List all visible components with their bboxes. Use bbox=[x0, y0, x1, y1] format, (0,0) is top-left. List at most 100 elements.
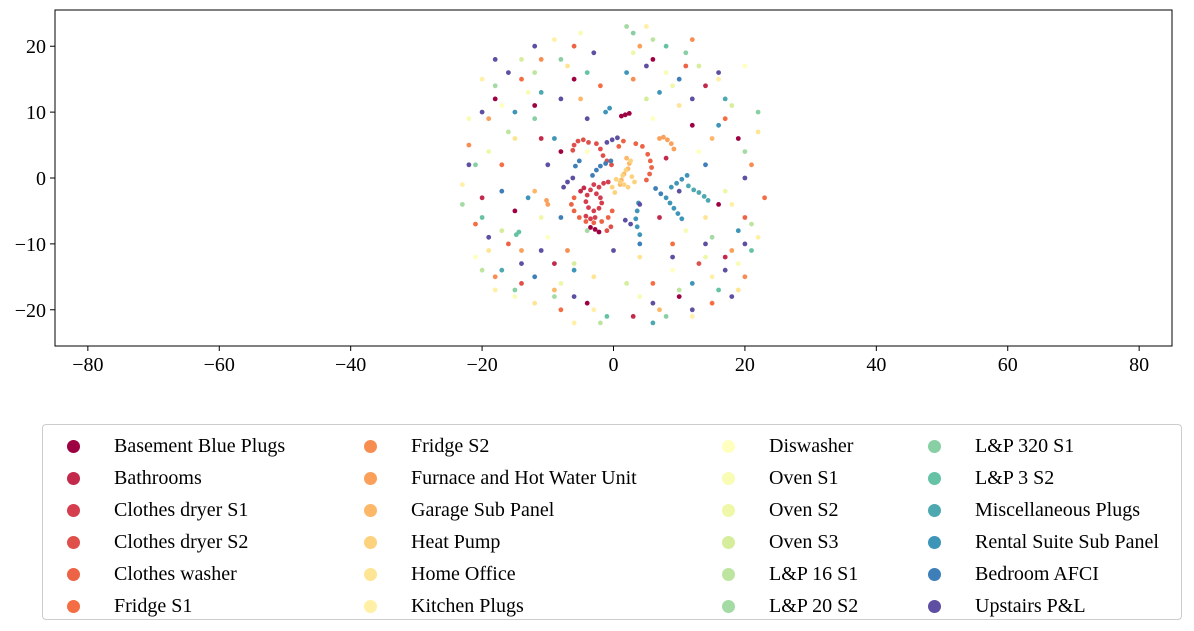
legend-label: Heat Pump bbox=[411, 530, 501, 553]
scatter-point bbox=[630, 50, 636, 56]
scatter-point bbox=[650, 320, 656, 326]
scatter-point bbox=[624, 155, 629, 161]
scatter-point bbox=[609, 137, 615, 143]
scatter-point bbox=[676, 294, 682, 299]
scatter-point bbox=[598, 320, 603, 326]
legend-marker bbox=[722, 471, 735, 485]
scatter-point bbox=[645, 151, 651, 157]
scatter-point bbox=[598, 146, 603, 152]
scatter-point bbox=[668, 141, 674, 147]
scatter-point bbox=[599, 200, 605, 206]
y-tick-label: 0 bbox=[36, 168, 46, 190]
scatter-point bbox=[512, 208, 518, 214]
scatter-point bbox=[658, 191, 664, 197]
scatter-point bbox=[653, 186, 658, 191]
scatter-point bbox=[492, 83, 498, 89]
x-tick-label: 60 bbox=[998, 354, 1018, 376]
legend-marker bbox=[928, 599, 941, 613]
scatter-point bbox=[591, 208, 597, 214]
legend-item: Furnace and Hot Water Unit bbox=[340, 462, 637, 494]
scatter-point bbox=[609, 184, 615, 190]
scatter-point bbox=[623, 167, 629, 173]
legend-marker bbox=[722, 439, 735, 453]
scatter-point bbox=[565, 179, 570, 185]
scatter-point bbox=[544, 198, 549, 203]
scatter-point bbox=[605, 215, 611, 220]
scatter-point bbox=[609, 162, 614, 168]
scatter-point bbox=[608, 224, 614, 230]
scatter-point bbox=[637, 43, 643, 49]
scatter-point bbox=[608, 158, 614, 164]
scatter-point bbox=[532, 116, 538, 122]
legend: Basement Blue Plugs Bathrooms Clothes drye… bbox=[42, 424, 1182, 620]
scatter-point bbox=[742, 241, 748, 247]
scatter-point bbox=[499, 188, 505, 194]
scatter-point bbox=[691, 187, 697, 193]
scatter-point bbox=[596, 184, 602, 190]
legend-item: Bedroom AFCI bbox=[904, 558, 1159, 590]
scatter-point bbox=[525, 90, 531, 95]
scatter-point bbox=[650, 37, 656, 42]
legend-marker bbox=[67, 535, 80, 549]
scatter-point bbox=[506, 129, 511, 135]
scatter-point bbox=[598, 163, 603, 169]
legend-marker bbox=[364, 599, 377, 613]
scatter-point bbox=[492, 96, 498, 102]
scatter-point bbox=[612, 190, 618, 195]
scatter-point bbox=[588, 225, 593, 230]
legend-item: Miscellaneous Plugs bbox=[904, 494, 1159, 526]
legend-label: Oven S2 bbox=[769, 498, 839, 521]
scatter-point bbox=[486, 149, 492, 155]
scatter-point bbox=[586, 205, 591, 211]
scatter-point bbox=[569, 202, 574, 207]
scatter-point bbox=[576, 158, 582, 164]
scatter-point bbox=[622, 217, 628, 223]
scatter-point bbox=[565, 248, 570, 253]
scatter-point bbox=[675, 211, 681, 217]
legend-label: L&P 20 S2 bbox=[769, 594, 859, 617]
scatter-point bbox=[671, 146, 677, 152]
scatter-point bbox=[473, 162, 478, 168]
scatter-point bbox=[571, 76, 577, 82]
legend-label: Diswasher bbox=[769, 434, 854, 457]
scatter-point bbox=[558, 281, 564, 286]
scatter-point bbox=[506, 241, 511, 247]
scatter-point bbox=[676, 103, 682, 108]
scatter-point bbox=[599, 219, 605, 224]
scatter-point bbox=[650, 300, 656, 306]
scatter-point bbox=[742, 175, 748, 181]
legend-label: L&P 320 S1 bbox=[975, 434, 1075, 457]
scatter-point bbox=[679, 216, 685, 222]
scatter-point bbox=[605, 179, 611, 185]
scatter-point bbox=[552, 261, 557, 266]
scatter-point bbox=[657, 215, 662, 220]
scatter-point bbox=[703, 162, 708, 168]
scatter-point bbox=[466, 162, 472, 168]
scatter-point bbox=[532, 103, 538, 108]
scatter-point bbox=[598, 83, 603, 89]
scatter-point bbox=[657, 307, 662, 313]
scatter-point bbox=[580, 137, 586, 143]
scatter-point bbox=[607, 105, 612, 111]
scatter-point bbox=[749, 162, 754, 168]
legend-label: Rental Suite Sub Panel bbox=[975, 530, 1159, 553]
legend-label: Basement Blue Plugs bbox=[114, 434, 286, 457]
scatter-point bbox=[663, 195, 669, 201]
scatter-point bbox=[604, 314, 610, 319]
scatter-point bbox=[676, 287, 682, 293]
scatter-point bbox=[657, 136, 662, 141]
scatter-point bbox=[594, 167, 599, 173]
scatter-point bbox=[611, 248, 616, 253]
scatter-point bbox=[622, 112, 628, 118]
scatter-point bbox=[581, 185, 587, 191]
scatter-point bbox=[586, 140, 591, 145]
scatter-point bbox=[647, 158, 653, 164]
scatter-point bbox=[670, 267, 675, 273]
y-tick-label: 20 bbox=[26, 36, 46, 58]
scatter-point bbox=[676, 76, 682, 82]
scatter-point bbox=[486, 116, 492, 122]
scatter-point bbox=[663, 155, 669, 161]
legend-item: Clothes dryer S1 bbox=[43, 494, 285, 526]
scatter-point bbox=[575, 138, 581, 144]
scatter-point bbox=[644, 63, 649, 69]
